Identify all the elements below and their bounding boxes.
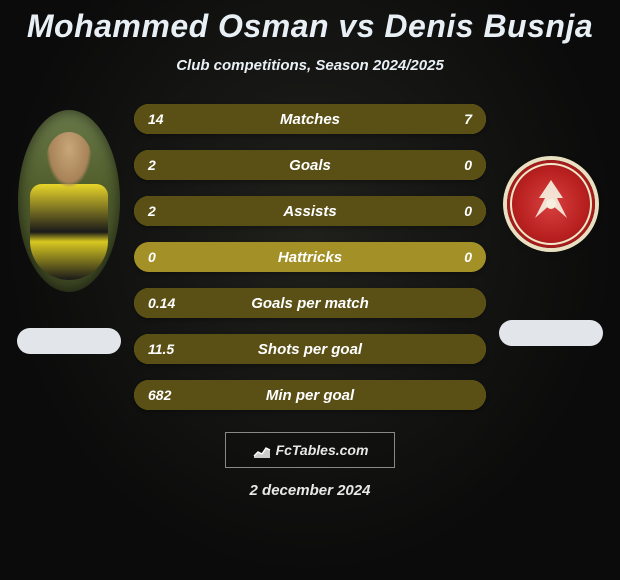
chart-icon [252, 440, 272, 460]
player-left-name-pill [17, 328, 121, 354]
stat-fill-left [134, 150, 486, 180]
stat-label: Hattricks [134, 249, 486, 266]
date-line: 2 december 2024 [250, 482, 371, 499]
stat-bar: 2Goals0 [134, 150, 486, 180]
player-left-avatar [18, 110, 120, 292]
source-logo: FcTables.com [225, 432, 395, 468]
stat-value-right: 0 [464, 157, 472, 173]
stat-bar: 682Min per goal [134, 380, 486, 410]
stat-bar: 2Assists0 [134, 196, 486, 226]
page-title: Mohammed Osman vs Denis Busnja [27, 8, 593, 45]
stats-column: 14Matches72Goals02Assists00Hattricks00.1… [134, 104, 486, 410]
subtitle: Club competitions, Season 2024/2025 [176, 57, 444, 74]
stat-bar: 14Matches7 [134, 104, 486, 134]
player-left-column [14, 104, 124, 354]
player-right-name-pill [499, 320, 603, 346]
stat-bar: 0Hattricks0 [134, 242, 486, 272]
stat-value-right: 0 [464, 249, 472, 265]
player-right-club-badge [507, 160, 595, 248]
stat-value-left: 0.14 [148, 295, 175, 311]
stat-value-left: 0 [148, 249, 156, 265]
stat-bar: 0.14Goals per match [134, 288, 486, 318]
stat-value-left: 2 [148, 203, 156, 219]
stat-value-left: 2 [148, 157, 156, 173]
stat-bar: 11.5Shots per goal [134, 334, 486, 364]
stat-fill-left [134, 288, 486, 318]
stat-fill-left [134, 196, 486, 226]
player-right-column [496, 104, 606, 346]
stat-value-left: 11.5 [148, 341, 174, 357]
stat-value-right: 0 [464, 203, 472, 219]
stat-fill-left [134, 334, 486, 364]
stat-fill-left [134, 104, 369, 134]
stat-value-right: 7 [464, 111, 472, 127]
stat-value-left: 682 [148, 387, 171, 403]
source-logo-text: FcTables.com [276, 442, 369, 458]
stat-value-left: 14 [148, 111, 164, 127]
stat-fill-left [134, 380, 486, 410]
